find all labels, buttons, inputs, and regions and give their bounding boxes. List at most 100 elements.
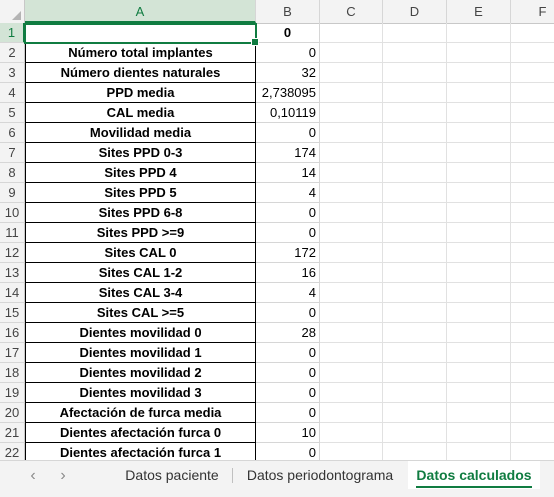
cell-b[interactable]: 2,738095 <box>256 83 320 103</box>
empty-cell[interactable] <box>383 103 447 123</box>
empty-cell[interactable] <box>447 163 511 183</box>
cell-b[interactable]: 0 <box>256 223 320 243</box>
empty-cell[interactable] <box>320 303 383 323</box>
cell-b[interactable]: 28 <box>256 323 320 343</box>
row-header[interactable]: 10 <box>0 203 25 223</box>
empty-cell[interactable] <box>383 403 447 423</box>
cell-b[interactable]: 14 <box>256 163 320 183</box>
cell-a[interactable]: PPD media <box>25 83 256 103</box>
empty-cell[interactable] <box>320 323 383 343</box>
cell-a[interactable]: Sites PPD 5 <box>25 183 256 203</box>
empty-cell[interactable] <box>320 43 383 63</box>
cell-b[interactable]: 0 <box>256 403 320 423</box>
row-header[interactable]: 11 <box>0 223 25 243</box>
cell-b[interactable]: 10 <box>256 423 320 443</box>
cell-a[interactable]: Dientes movilidad 2 <box>25 363 256 383</box>
column-header-e[interactable]: E <box>447 0 511 23</box>
empty-cell[interactable] <box>320 63 383 83</box>
empty-cell[interactable] <box>447 243 511 263</box>
cell-a[interactable]: Sites PPD >=9 <box>25 223 256 243</box>
tab-datos-paciente[interactable]: Datos paciente <box>114 461 230 490</box>
empty-cell[interactable] <box>447 143 511 163</box>
tab-datos-periodontograma[interactable]: Datos periodontograma <box>236 461 404 490</box>
empty-cell[interactable] <box>511 363 554 383</box>
empty-cell[interactable] <box>511 103 554 123</box>
empty-cell[interactable] <box>320 143 383 163</box>
column-header-f[interactable]: F <box>511 0 554 23</box>
cell-b[interactable]: 32 <box>256 63 320 83</box>
column-header-c[interactable]: C <box>320 0 383 23</box>
column-header-b[interactable]: B <box>256 0 320 23</box>
cell-a[interactable]: Dientes afectación furca 0 <box>25 423 256 443</box>
row-header[interactable]: 8 <box>0 163 25 183</box>
empty-cell[interactable] <box>383 263 447 283</box>
cell-a[interactable]: Movilidad media <box>25 123 256 143</box>
empty-cell[interactable] <box>447 183 511 203</box>
row-header[interactable]: 14 <box>0 283 25 303</box>
empty-cell[interactable] <box>447 223 511 243</box>
empty-cell[interactable] <box>320 83 383 103</box>
row-header[interactable]: 16 <box>0 323 25 343</box>
empty-cell[interactable] <box>447 423 511 443</box>
empty-cell[interactable] <box>447 363 511 383</box>
empty-cell[interactable] <box>511 303 554 323</box>
empty-cell[interactable] <box>511 403 554 423</box>
empty-cell[interactable] <box>383 363 447 383</box>
row-header[interactable]: 7 <box>0 143 25 163</box>
empty-cell[interactable] <box>447 383 511 403</box>
cell-b[interactable]: 0 <box>256 383 320 403</box>
empty-cell[interactable] <box>511 283 554 303</box>
empty-cell[interactable] <box>511 63 554 83</box>
cell-a[interactable]: Número total implantes <box>25 43 256 63</box>
cell-b[interactable]: 0 <box>256 343 320 363</box>
empty-cell[interactable] <box>447 343 511 363</box>
empty-cell[interactable] <box>320 123 383 143</box>
empty-cell[interactable] <box>320 443 383 460</box>
empty-cell[interactable] <box>511 423 554 443</box>
row-header[interactable]: 20 <box>0 403 25 423</box>
empty-cell[interactable] <box>320 283 383 303</box>
empty-cell[interactable] <box>383 23 447 43</box>
empty-cell[interactable] <box>383 383 447 403</box>
empty-cell[interactable] <box>447 43 511 63</box>
cell-a[interactable]: CAL media <box>25 103 256 123</box>
empty-cell[interactable] <box>511 243 554 263</box>
row-header[interactable]: 9 <box>0 183 25 203</box>
cell-a[interactable]: Sites PPD 6-8 <box>25 203 256 223</box>
empty-cell[interactable] <box>383 243 447 263</box>
empty-cell[interactable] <box>511 343 554 363</box>
empty-cell[interactable] <box>511 183 554 203</box>
empty-cell[interactable] <box>320 223 383 243</box>
cell-b[interactable]: 0,10119 <box>256 103 320 123</box>
cell-b[interactable]: 0 <box>256 303 320 323</box>
empty-cell[interactable] <box>320 263 383 283</box>
empty-cell[interactable] <box>447 443 511 460</box>
empty-cell[interactable] <box>383 283 447 303</box>
cell-b[interactable]: 0 <box>256 203 320 223</box>
empty-cell[interactable] <box>511 143 554 163</box>
empty-cell[interactable] <box>383 43 447 63</box>
cell-a[interactable]: Afectación de furca media <box>25 403 256 423</box>
cell-a[interactable]: Número dientes naturales <box>25 63 256 83</box>
empty-cell[interactable] <box>383 443 447 460</box>
row-header[interactable]: 12 <box>0 243 25 263</box>
empty-cell[interactable] <box>383 223 447 243</box>
empty-cell[interactable] <box>320 363 383 383</box>
cell-b[interactable]: 0 <box>256 23 320 43</box>
empty-cell[interactable] <box>447 403 511 423</box>
empty-cell[interactable] <box>383 143 447 163</box>
cell-a[interactable]: Dientes movilidad 0 <box>25 323 256 343</box>
cell-a[interactable]: Sites CAL >=5 <box>25 303 256 323</box>
cell-a[interactable]: Dientes movilidad 3 <box>25 383 256 403</box>
empty-cell[interactable] <box>447 283 511 303</box>
empty-cell[interactable] <box>383 423 447 443</box>
empty-cell[interactable] <box>320 423 383 443</box>
row-header[interactable]: 6 <box>0 123 25 143</box>
cell-a[interactable]: Sites CAL 1-2 <box>25 263 256 283</box>
row-header[interactable]: 1 <box>0 23 25 43</box>
cell-a[interactable]: Sites CAL 3-4 <box>25 283 256 303</box>
cell-b[interactable]: 0 <box>256 443 320 460</box>
chevron-left-icon[interactable]: ‹ <box>30 467 36 484</box>
row-header[interactable]: 13 <box>0 263 25 283</box>
